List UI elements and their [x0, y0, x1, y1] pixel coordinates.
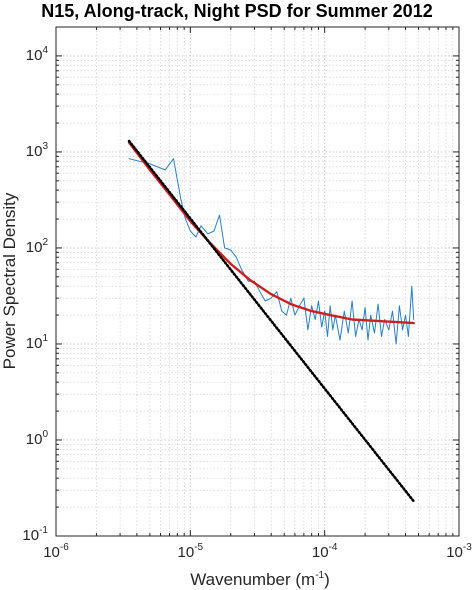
- power-law-reference-line: [127, 139, 416, 503]
- y-tick-label: 103: [26, 141, 49, 160]
- plot-area: [56, 27, 459, 536]
- x-tick-labels: 10-6 10-5 10-4 10-3: [43, 542, 472, 561]
- grid-lines: [55, 26, 459, 537]
- x-axis-label-tail: ): [324, 570, 330, 589]
- y-tick-label: 100: [26, 429, 49, 448]
- y-tick-label: 101: [26, 333, 49, 352]
- x-axis-label-main: Wavenumber (m: [190, 570, 315, 589]
- x-axis-label-exponent: -1: [315, 570, 324, 581]
- x-axis-label: Wavenumber (m-1): [190, 570, 330, 589]
- x-tick-label: 10-3: [446, 542, 472, 561]
- x-tick-label: 10-4: [312, 542, 338, 561]
- y-axis-label: Power Spectral Density: [0, 192, 19, 369]
- data-series: [127, 139, 416, 503]
- plot-frame: [55, 26, 460, 537]
- x-tick-label: 10-5: [178, 542, 204, 561]
- x-tick-label: 10-6: [43, 542, 69, 561]
- y-tick-label: 10-1: [22, 525, 48, 544]
- model-fit-line: [127, 141, 415, 325]
- y-tick-labels: 10-1 100 101 102 103 104: [22, 45, 48, 544]
- y-tick-label: 104: [26, 45, 49, 64]
- y-tick-label: 102: [26, 237, 49, 256]
- chart-title: N15, Along-track, Night PSD for Summer 2…: [41, 1, 432, 21]
- measured-psd-line: [128, 158, 415, 345]
